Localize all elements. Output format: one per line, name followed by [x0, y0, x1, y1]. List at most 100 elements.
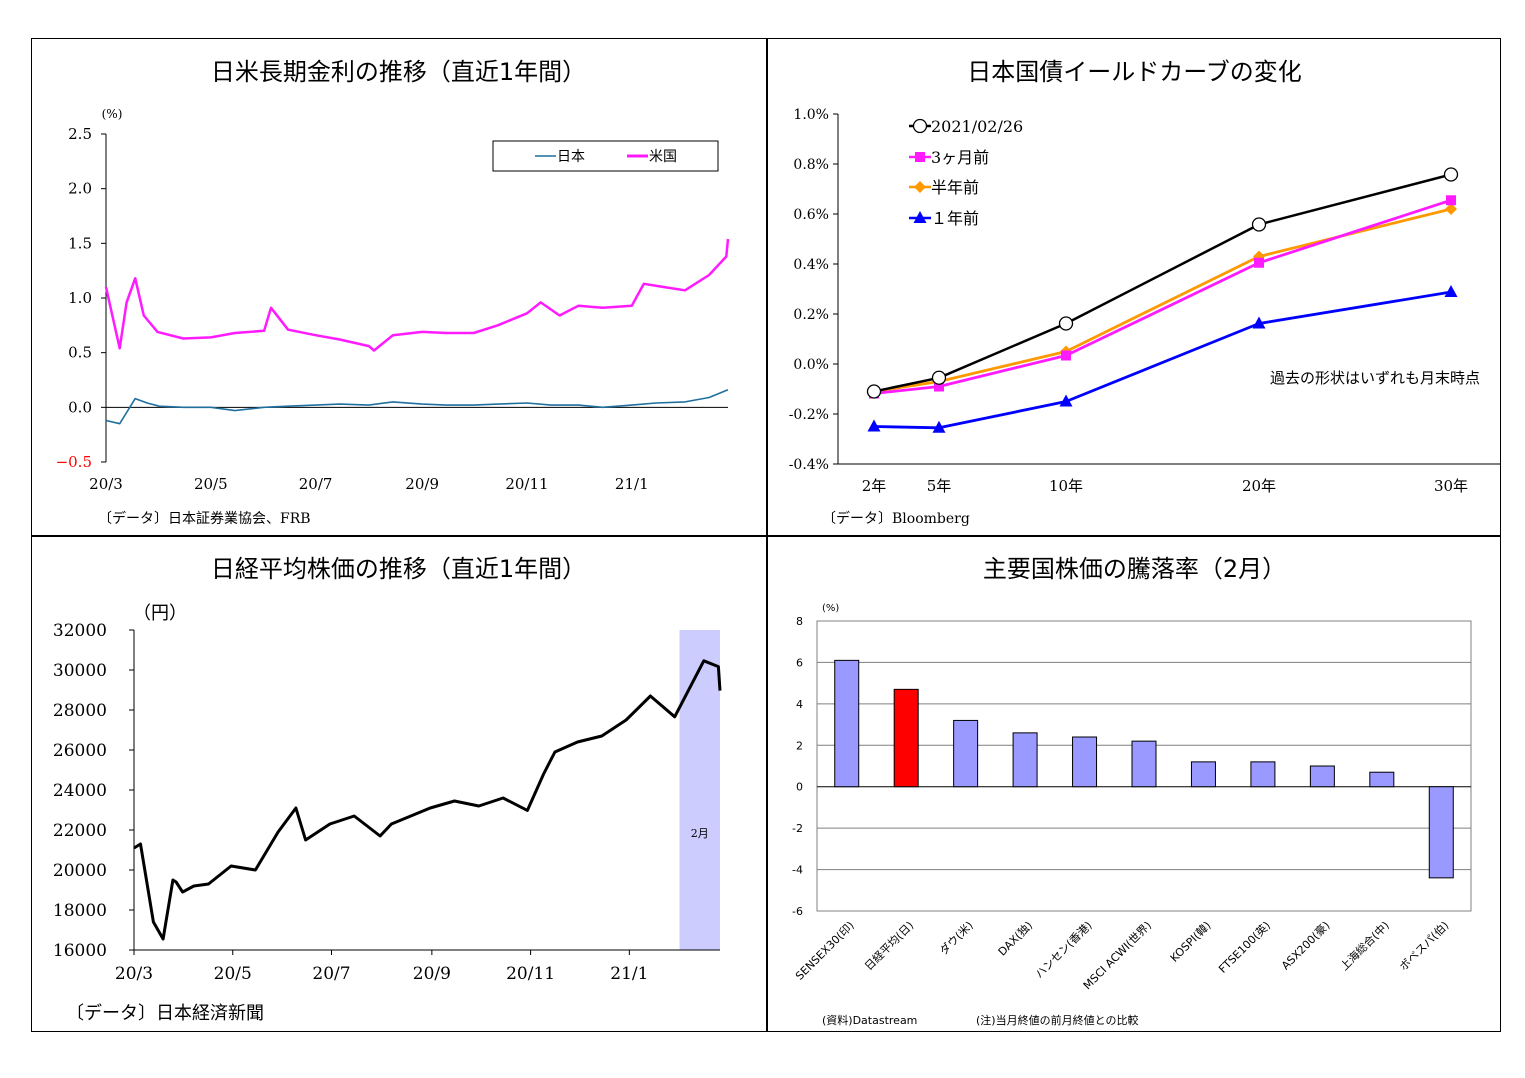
chart4-plot-border [816, 620, 1472, 912]
chart2-series-point [1444, 285, 1458, 297]
chart1-x-tick-label: 20/11 [505, 475, 548, 493]
chart4-bar [1012, 732, 1038, 788]
chart2-legend-marker [915, 152, 925, 162]
chart4-bar [1250, 761, 1276, 788]
chart2-y-tick-label: 0.6% [793, 207, 829, 223]
chart2-x-tick-label: 2年 [862, 477, 887, 495]
chart4-x-tick-label: ダウ(米) [936, 918, 975, 957]
chart2-y-tick-label: 0.0% [793, 357, 829, 373]
chart2-x-tick-label: 10年 [1049, 477, 1083, 495]
chart3-highlight-label: 2月 [691, 827, 709, 840]
chart3-y-tick-label: 28000 [53, 701, 107, 721]
chart2-series-point [1059, 394, 1073, 407]
chart4-y-tick-label: 6 [796, 656, 803, 669]
chart2-y-tick-label: 0.2% [793, 307, 829, 323]
chart2-series-point [1251, 217, 1267, 232]
chart2-series-point [931, 370, 947, 385]
chart2-series-line [873, 290, 1452, 430]
chart2-y-tick-label: -0.4% [789, 457, 829, 473]
chart4-x-tick-label: ASX200(豪) [1278, 918, 1332, 972]
chart2-legend-label: 半年前 [931, 178, 979, 197]
chart2-legend-label: １年前 [931, 209, 979, 228]
chart1-legend-label-us: 米国 [649, 149, 677, 165]
chart1-source: 〔データ〕日本証券業協会、FRB [98, 511, 311, 527]
chart1-y-tick-label: 2.0 [68, 180, 92, 198]
chart4-x-tick-label: 日経平均(日) [862, 919, 916, 973]
chart3-x-tick-label: 20/9 [413, 964, 451, 984]
chart4-y-tick-label: -2 [792, 822, 803, 835]
chart4-y-tick-label: 2 [796, 739, 803, 752]
chart4-note: (注)当月終値の前月終値との比較 [976, 1014, 1139, 1027]
chart1-legend-label-japan: 日本 [557, 149, 585, 165]
chart4-y-tick-label: 8 [796, 615, 803, 628]
chart3-x-tick-label: 20/7 [312, 964, 350, 984]
chart3-x-tick-label: 21/1 [610, 964, 648, 984]
chart3-x-tick-label: 20/11 [506, 964, 555, 984]
chart1-y-tick-label: 1.0 [68, 289, 92, 307]
chart1-x-tick-label: 20/3 [89, 475, 123, 493]
chart3-y-tick-label: 22000 [53, 821, 107, 841]
chart4-bar [953, 719, 979, 788]
chart1-y-tick-label: 1.5 [68, 234, 92, 252]
chart2-series-point [934, 381, 944, 392]
chart3-y-tick-label: 30000 [53, 661, 107, 681]
chart4-bar [1072, 736, 1098, 788]
chart1-x-tick-label: 20/5 [194, 475, 228, 493]
chart4-bar [834, 659, 860, 788]
chart3-x-tick-label: 20/3 [115, 964, 153, 984]
chart3-y-tick-label: 24000 [53, 781, 107, 801]
chart2-y-tick-label: -0.2% [789, 407, 829, 423]
chart3-y-tick-label: 26000 [53, 741, 107, 761]
chart4-x-tick-label: ボベスパ(伯) [1396, 918, 1451, 973]
chart4-x-tick-label: DAX(独) [996, 919, 1036, 959]
chart4-x-tick-label: SENSEX30(印) [793, 919, 857, 983]
chart2-legend-label: 2021/02/26 [931, 117, 1023, 136]
chart2-legend-label: 3ヶ月前 [931, 148, 989, 167]
chart3-y-tick-label: 20000 [53, 861, 107, 881]
chart4-x-tick-label: FTSE100(英) [1215, 918, 1273, 976]
chart1-x-tick-label: 20/7 [299, 475, 333, 493]
chart1-y-tick-label: −0.5 [56, 453, 92, 471]
chart3-series-nikkei [133, 659, 722, 941]
chart2-series-point [1058, 316, 1074, 331]
chart2-series-point [1443, 167, 1459, 182]
chart2-x-tick-label: 5年 [927, 477, 952, 495]
chart4-bar [1369, 771, 1395, 788]
chart2-y-tick-label: 0.4% [793, 257, 829, 273]
chart4-source: (資料)Datastream [822, 1014, 918, 1027]
chart1-legend-box [492, 140, 719, 172]
chart4-bar [893, 688, 919, 788]
chart4-bar [1428, 786, 1454, 879]
chart1-series-us [104, 238, 730, 352]
chart2-legend-marker [912, 118, 928, 134]
chart2-series-point [866, 384, 882, 399]
chart3-y-tick-label: 32000 [53, 621, 107, 641]
chart4-y-tick-label: -6 [792, 905, 803, 918]
chart4-x-tick-label: 上海総合(中) [1337, 918, 1392, 973]
chart2-annotation: 過去の形状はいずれも月末時点 [1270, 369, 1480, 387]
chart2-series-point [1254, 257, 1264, 268]
chart2-series-point [932, 420, 946, 433]
chart4-bar [1309, 765, 1335, 788]
chart2-legend-marker [913, 211, 927, 223]
chart4-title: 主要国株価の騰落率（2月） [982, 555, 1287, 583]
chart2-series-point [1252, 316, 1266, 329]
chart3-y-tick-label: 18000 [53, 901, 107, 921]
chart4-y-tick-label: 4 [796, 698, 803, 711]
chart2-series-line [873, 198, 1452, 395]
chart2-series-point [1445, 203, 1457, 215]
chart1-series-japan [105, 389, 729, 425]
chart3-x-tick-label: 20/5 [214, 964, 252, 984]
chart2-y-tick-label: 0.8% [793, 157, 829, 173]
chart1-y-unit: (%) [102, 107, 123, 121]
chart4-y-tick-label: -4 [792, 864, 803, 877]
chart4-y-tick-label: 0 [796, 781, 803, 794]
chart2-source: 〔データ〕Bloomberg [822, 511, 970, 527]
chart1-y-tick-label: 2.5 [68, 125, 92, 143]
chart1-y-tick-label: 0.0 [68, 398, 92, 416]
chart1-y-tick-label: 0.5 [68, 344, 92, 362]
chart3-title: 日経平均株価の推移（直近1年間） [210, 555, 587, 583]
chart4-bar [1190, 761, 1216, 788]
chart3-y-tick-label: 16000 [53, 941, 107, 961]
